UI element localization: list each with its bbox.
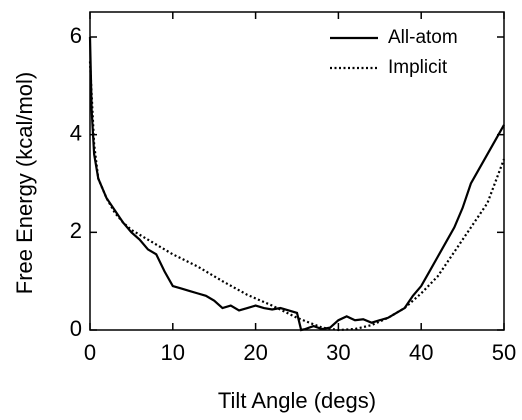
y-tick-label: 6 [70,23,82,48]
x-axis-label: Tilt Angle (degs) [218,388,376,413]
y-tick-label: 0 [70,316,82,341]
legend-label: Implicit [388,57,448,78]
y-tick-label: 4 [70,120,82,145]
x-tick-label: 10 [161,340,185,365]
x-tick-label: 40 [409,340,433,365]
plot-frame [89,11,505,331]
y-tick-label: 2 [70,218,82,243]
y-axis-label: Free Energy (kcal/mol) [12,72,37,295]
x-tick-label: 0 [84,340,96,365]
x-tick-label: 50 [492,340,516,365]
x-tick-label: 20 [243,340,267,365]
line-series [88,61,506,332]
line-series [88,36,505,332]
x-tick-label: 30 [326,340,350,365]
legend-label: All-atom [388,27,458,48]
